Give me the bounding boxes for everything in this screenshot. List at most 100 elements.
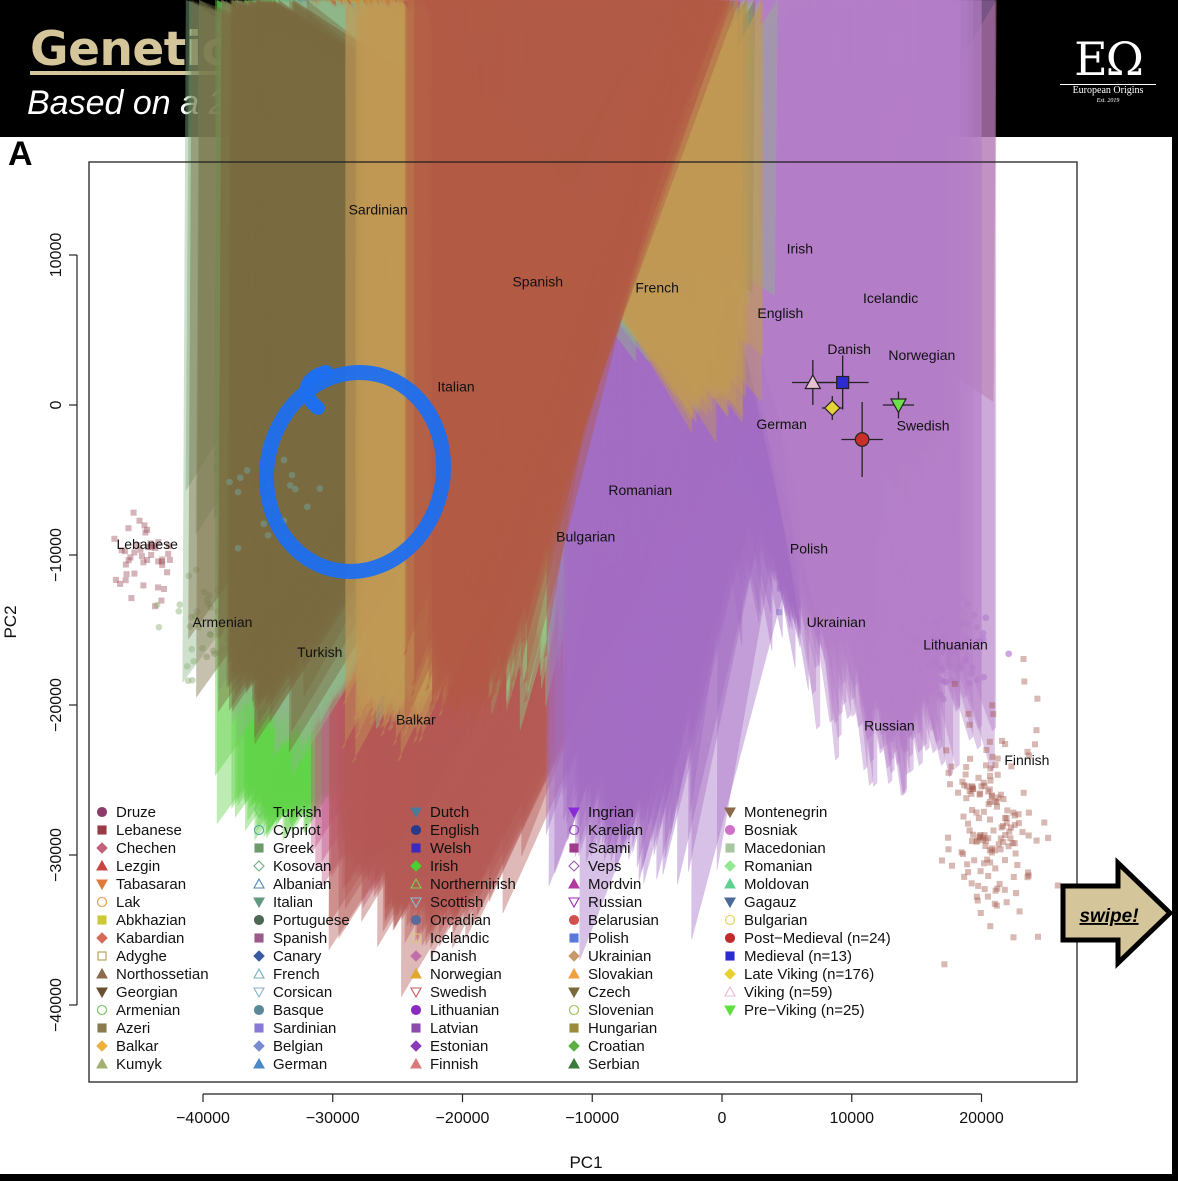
data-point [521,321,528,328]
data-point [429,0,671,431]
legend-item: Spanish [254,930,327,947]
data-point [375,226,382,234]
legend-item: Tabasaran [96,876,186,893]
data-point [981,782,988,789]
data-point [290,0,628,292]
data-point [986,816,994,823]
data-point [290,0,678,292]
data-point [317,0,697,319]
data-point [373,0,690,375]
data-point [288,471,296,479]
data-point [155,623,163,631]
legend-marker-icon [253,877,265,889]
legend-item: Lithuanian [410,1002,499,1019]
data-point [512,338,519,345]
data-point [563,323,570,330]
legend-marker-icon [253,950,265,962]
population-label: Swedish [897,418,950,434]
swipe-button[interactable]: swipe! [1060,857,1174,969]
legend-label: Kumyk [116,1056,162,1073]
legend-label: Sardinian [273,1020,336,1037]
population-label: French [635,280,679,296]
data-point [497,357,504,364]
legend-label: Northernirish [430,876,516,893]
data-point [516,317,524,324]
data-point [503,371,510,378]
data-point [164,569,171,576]
data-point [319,0,659,321]
data-point [368,0,719,371]
legend-label: French [273,966,320,983]
legend-item: Azeri [97,1020,150,1037]
data-point [994,771,1001,778]
data-point [166,556,173,563]
data-point [272,0,674,275]
data-point [294,0,677,297]
y-tick-label: −40000 [48,978,65,1032]
data-point [545,293,552,300]
data-point [559,293,566,300]
legend-label: Albanian [273,876,331,893]
data-point [988,793,995,800]
population-label: Sardinian [349,202,408,218]
legend-label: Croatian [588,1038,645,1055]
legend-label: Tabasaran [116,876,186,893]
data-point [526,286,533,293]
data-point [270,0,649,272]
data-point [987,923,994,930]
legend-marker-icon [724,860,736,872]
legend-marker-icon [569,933,579,943]
legend-column: MontenegrinBosniakMacedonianRomanianMold… [724,804,891,1019]
data-point [575,294,582,301]
legend-item: Portuguese [253,912,350,929]
legend-label: Veps [588,858,621,875]
data-point [342,185,349,192]
data-point [959,850,966,857]
data-point [251,0,671,253]
data-point [532,294,539,301]
data-point [1054,882,1061,889]
legend-label: Estonian [430,1038,488,1055]
legend-item: Viking (n=59) [724,984,833,1001]
data-point [966,721,973,728]
data-point [989,753,996,760]
data-point [321,222,328,229]
data-point [307,0,677,309]
legend-label: Basque [273,1002,324,1019]
legend-item: Finnish [410,1056,478,1073]
data-point [253,0,645,255]
sample-points [111,0,1061,998]
legend-item: Abkhazian [97,912,186,929]
data-point [968,838,976,845]
data-point [508,253,515,260]
data-point [945,834,952,841]
legend-label: Pre−Viking (n=25) [744,1002,865,1019]
legend-marker-icon [96,967,108,979]
data-point [499,315,506,322]
data-point [330,229,337,236]
data-point [529,283,536,290]
data-point [371,0,669,373]
legend-label: Belgian [273,1038,323,1055]
legend-marker-icon [568,967,580,979]
data-point [1010,873,1017,881]
legend-marker-icon [96,806,108,818]
data-point [977,790,984,797]
data-point [559,333,566,340]
data-point [507,270,514,277]
data-point [965,710,972,717]
population-label: Russian [864,718,915,734]
data-point [356,215,363,222]
data-point [526,317,533,325]
data-point [350,249,357,256]
logo-mark: EΩ [1074,32,1144,86]
data-point [973,893,980,900]
logo-divider [1060,84,1156,85]
data-point [951,681,958,688]
data-point [487,292,494,299]
data-point [573,312,580,319]
data-point [1021,678,1028,685]
legend-item: Greek [254,840,314,857]
legend-label: Icelandic [430,930,490,947]
header-bar: Genetic Map of Europe Based on a 2023 St… [0,0,1178,137]
